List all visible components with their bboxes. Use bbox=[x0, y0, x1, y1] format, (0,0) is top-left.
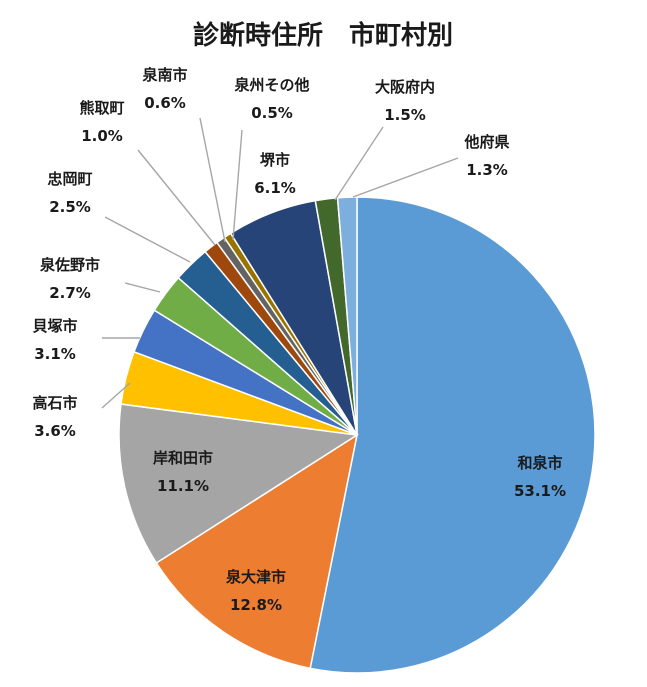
slice-label-value: 12.8% bbox=[230, 596, 282, 614]
leader-line bbox=[199, 117, 226, 243]
slice-label-name: 泉佐野市 bbox=[39, 256, 100, 274]
slice-label-name: 他府県 bbox=[463, 133, 509, 151]
slice-label-name: 泉大津市 bbox=[225, 568, 286, 586]
pie-slice bbox=[309, 196, 596, 674]
slice-label-name: 大阪府内 bbox=[375, 78, 435, 96]
leader-line bbox=[352, 157, 459, 198]
slices-group bbox=[118, 196, 596, 674]
slice-label-value: 11.1% bbox=[157, 477, 209, 495]
slice-labels: 和泉市 53.1% 泉大津市 12.8% 岸和田市 11.1% 高石市 3.6% 貝塚市 3.1%… bbox=[32, 66, 566, 614]
slice-label-name: 高石市 bbox=[32, 394, 77, 412]
slice-label-value: 2.7% bbox=[49, 284, 91, 302]
pie-slice bbox=[155, 433, 359, 670]
slice-label-value: 1.0% bbox=[81, 127, 123, 145]
leader-line bbox=[124, 282, 161, 293]
slice-label-value: 6.1% bbox=[254, 179, 296, 197]
leader-line bbox=[232, 129, 243, 241]
pie-slice bbox=[336, 196, 358, 436]
slice-label-value: 1.3% bbox=[466, 161, 508, 179]
slice-label-value: 0.5% bbox=[251, 104, 293, 122]
leader-line bbox=[137, 149, 216, 246]
leader-line bbox=[101, 382, 131, 409]
slice-label-name: 岸和田市 bbox=[153, 449, 213, 467]
slice-label-name: 忠岡町 bbox=[47, 170, 92, 188]
slice-label-name: 貝塚市 bbox=[32, 317, 77, 335]
leader-line bbox=[334, 126, 384, 201]
slice-label-value: 0.6% bbox=[144, 94, 186, 112]
slice-label-name: 泉州その他 bbox=[233, 76, 309, 94]
chart-title: 診断時住所 市町村別 bbox=[193, 20, 453, 51]
slice-label-name: 泉南市 bbox=[141, 66, 187, 84]
leader-lines bbox=[101, 117, 459, 409]
slice-label-name: 堺市 bbox=[260, 151, 290, 169]
leader-line bbox=[104, 216, 191, 263]
slice-label-name: 熊取町 bbox=[79, 99, 124, 117]
slice-label-value: 3.6% bbox=[34, 422, 76, 440]
slice-label-name: 和泉市 bbox=[517, 454, 562, 472]
pie-slice bbox=[118, 403, 360, 564]
slice-label-value: 53.1% bbox=[514, 482, 566, 500]
slice-label-value: 1.5% bbox=[384, 106, 426, 124]
slice-label-value: 2.5% bbox=[49, 198, 91, 216]
slice-label-value: 3.1% bbox=[34, 345, 76, 363]
